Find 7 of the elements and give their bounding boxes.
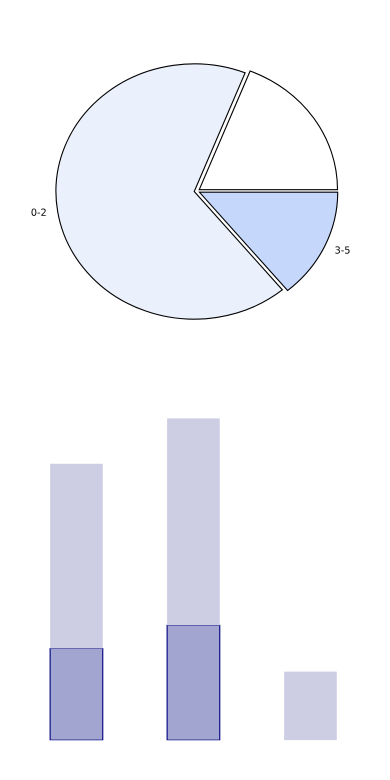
bar — [50, 648, 104, 740]
slice-label: 0-2 — [31, 208, 46, 216]
bar — [284, 672, 337, 740]
slice-label: 3-5 — [335, 246, 350, 254]
bar — [50, 464, 103, 648]
bar — [167, 418, 220, 626]
bar — [166, 624, 220, 740]
